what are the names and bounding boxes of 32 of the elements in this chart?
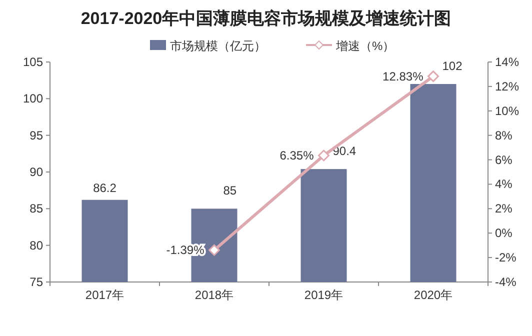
y2-tick-label: 10% <box>495 104 520 118</box>
x-tick-label: 2019年 <box>304 288 344 302</box>
y2-tick-label: 6% <box>495 152 513 167</box>
y-tick-label: 100 <box>22 92 44 106</box>
chart-title: 2017-2020年中国薄膜电容市场规模及增速统计图 <box>80 9 452 28</box>
y2-tick-label: 4% <box>495 177 513 192</box>
y-tick-label: 75 <box>30 275 44 289</box>
y2-tick-label: 14% <box>495 55 520 69</box>
y2-tick-label: 0% <box>495 226 513 240</box>
point <box>208 244 220 256</box>
data-label: 86.2 <box>93 180 117 195</box>
y-tick-label: 80 <box>30 238 44 252</box>
x-tick-label: 2018年 <box>194 288 234 302</box>
data-label: 102 <box>442 59 463 73</box>
y2-tick-label: -2% <box>495 250 517 265</box>
data-label: 12.83% <box>382 69 424 84</box>
y-tick-label: 105 <box>22 55 44 69</box>
x-tick-label: 2020年 <box>414 288 453 302</box>
y-tick-label: 85 <box>30 202 44 216</box>
data-label: 6.35% <box>280 148 314 162</box>
y2-tick-label: -4% <box>495 275 517 289</box>
y2-tick-label: 8% <box>495 128 513 142</box>
x-tick-label: 2017年 <box>85 288 124 302</box>
y2-tick-label: 2% <box>495 202 513 216</box>
point <box>318 150 330 162</box>
y2-tick-label: 12% <box>495 79 520 94</box>
y-tick-label: 95 <box>30 128 44 142</box>
legend-label: 增速（%） <box>335 39 395 53</box>
legend-label: 市场规模（亿元） <box>170 39 266 53</box>
point <box>428 70 439 82</box>
data-label: 85 <box>223 184 237 198</box>
y-tick-label: 90 <box>30 165 44 179</box>
